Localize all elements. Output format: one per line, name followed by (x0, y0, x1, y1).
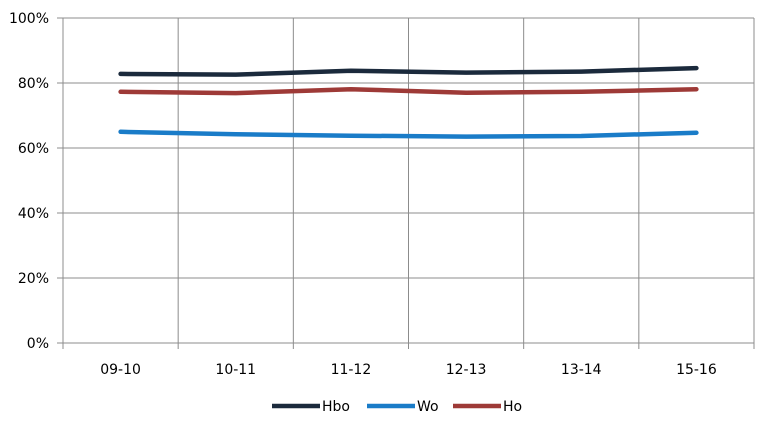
x-axis-labels: 09-10 10-11 11-12 12-13 13-14 15-16 (100, 362, 717, 378)
y-tick-label: 40% (18, 206, 49, 222)
y-tick-label: 80% (18, 76, 49, 92)
series-lines (118, 65, 699, 139)
x-tick-label: 15-16 (676, 362, 717, 378)
x-tick-label: 11-12 (331, 362, 372, 378)
series-line-ho (118, 86, 699, 96)
x-tick-label: 09-10 (100, 362, 141, 378)
legend: Hbo Wo Ho (272, 399, 522, 415)
series-line-wo (118, 129, 699, 139)
legend-label-wo: Wo (417, 399, 439, 415)
x-tick-label: 10-11 (215, 362, 256, 378)
x-tick-label: 12-13 (446, 362, 487, 378)
y-tick-label: 60% (18, 141, 49, 157)
series-line-hbo (118, 65, 699, 77)
y-tick-label: 0% (27, 336, 49, 352)
y-tick-label: 20% (18, 271, 49, 287)
legend-label-hbo: Hbo (322, 399, 350, 415)
x-tick-label: 13-14 (561, 362, 602, 378)
legend-label-ho: Ho (503, 399, 522, 415)
y-tick-label: 100% (9, 11, 49, 27)
y-axis-labels: 0% 20% 40% 60% 80% 100% (9, 11, 49, 352)
grid (63, 17, 755, 343)
axes (57, 17, 755, 349)
